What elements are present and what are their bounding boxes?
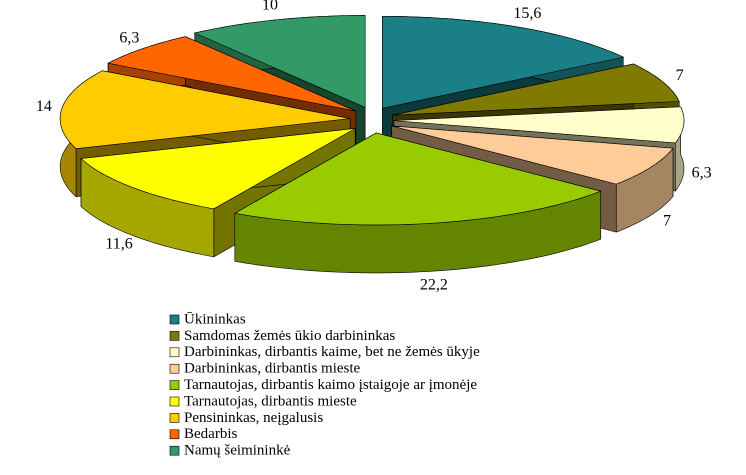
legend-swatch [169,347,180,358]
slice [80,128,356,210]
legend-swatch [169,380,180,390]
data-label: 7 [663,212,671,229]
legend-swatch [169,413,180,423]
slice [392,63,680,116]
legend-label: Darbininkas, dirbantis mieste [184,361,361,377]
slice [382,16,625,109]
slice [391,125,674,185]
legend-swatch [169,314,180,325]
legend-label: Bedarbis [184,426,237,442]
slice [193,15,366,108]
data-label: 6,3 [692,164,712,181]
data-label: 6,3 [119,29,139,46]
data-label: 10 [262,0,278,14]
legend-swatch [169,396,180,407]
slice [107,36,356,112]
legend-label: Tarnautojas, dirbantis mieste [184,393,357,409]
legend-label: Pensininkas, neįgalusis [184,410,323,426]
legend-swatch [169,363,180,374]
slice [233,132,602,226]
slice [393,106,685,144]
legend-swatch [169,331,180,341]
legend-label: Namų šeimininkė [184,443,291,459]
data-label: 14 [36,98,52,115]
legend-swatch [169,445,180,456]
data-label: 11,6 [105,236,132,253]
legend-label: Samdomas žemės ūkio darbininkas [184,328,395,344]
legend-swatch [169,429,180,440]
data-label: 7 [676,67,684,84]
legend-label: Ūkininkas [184,311,246,327]
data-label: 22,2 [420,277,448,294]
legend-label: Darbininkas, dirbantis kaime, bet ne žem… [184,344,480,360]
legend-label: Tarnautojas, dirbantis kaimo įstaigoje a… [184,377,477,393]
data-label: 15,6 [513,5,541,22]
slice [59,70,351,149]
